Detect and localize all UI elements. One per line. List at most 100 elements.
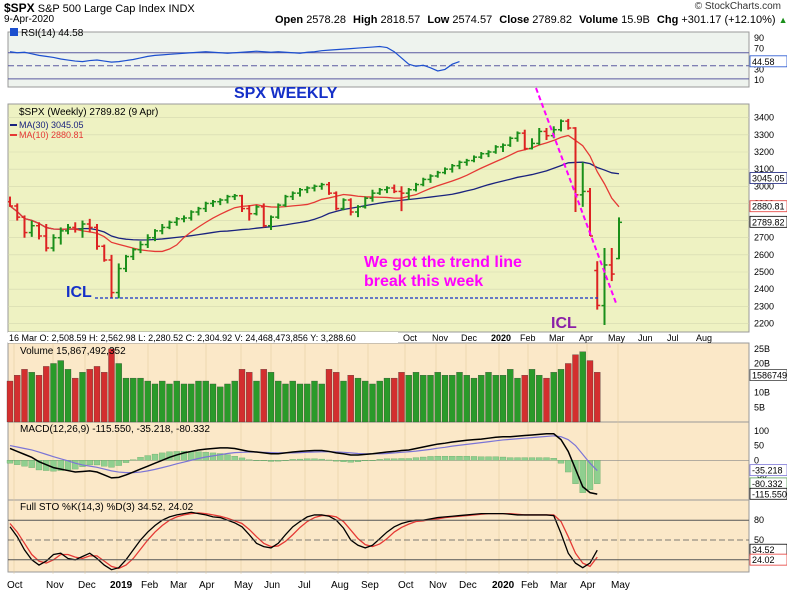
price-bar bbox=[217, 198, 224, 206]
sto-d-tag-text: 24.02 bbox=[752, 555, 775, 565]
price-tick-label: 2500 bbox=[754, 267, 774, 277]
price-bar bbox=[427, 174, 434, 183]
price-bar bbox=[543, 128, 550, 140]
volume-bar bbox=[28, 372, 35, 423]
price-bar bbox=[181, 215, 187, 223]
macd-histogram-bar bbox=[253, 460, 260, 461]
sto-d-tag: 24.02 bbox=[749, 553, 787, 566]
price-bar bbox=[471, 155, 477, 163]
price-bar bbox=[108, 254, 115, 298]
price-bar bbox=[398, 186, 405, 212]
price-bar bbox=[224, 194, 231, 204]
volume-bar bbox=[463, 375, 470, 423]
price-bar bbox=[579, 162, 586, 207]
chg-up-arrow: ▲ bbox=[778, 15, 787, 25]
volume-bar bbox=[565, 363, 572, 423]
volume-bar bbox=[253, 380, 260, 423]
bottom-month-label: Aug bbox=[331, 580, 349, 591]
macd-signal-line bbox=[9, 435, 598, 474]
macd-legend: MACD(12,26,9) -115.550, -35.218, -80.332 bbox=[20, 424, 210, 435]
macd-histogram-bar bbox=[267, 460, 275, 462]
macd-value-tag-box bbox=[749, 487, 787, 500]
chart-header: $SPX S&P 500 Large Cap Index INDX 9-Apr-… bbox=[4, 1, 787, 27]
icl-left-label: ICL bbox=[66, 284, 92, 301]
price-bar bbox=[565, 118, 572, 130]
macd-histogram-bar bbox=[108, 460, 115, 468]
macd-histogram-bar bbox=[572, 460, 579, 484]
bottom-month-label: Nov bbox=[46, 580, 64, 591]
bottom-month-label: Dec bbox=[459, 580, 477, 591]
macd-histogram-bar bbox=[311, 458, 318, 461]
price-tick-label: 2700 bbox=[754, 233, 774, 243]
price-bar bbox=[376, 188, 383, 195]
rsi-tick-label: 30 bbox=[754, 64, 764, 74]
bottom-month-label: Feb bbox=[521, 580, 539, 591]
price-bar bbox=[130, 248, 137, 260]
volume-value-tag-box bbox=[749, 369, 787, 381]
macd-histogram-bar bbox=[362, 460, 369, 462]
volume-value-tag: 15867492352 bbox=[749, 369, 787, 381]
price-bar bbox=[507, 136, 514, 147]
ma10-value-tag-text: 2880.81 bbox=[752, 202, 785, 212]
macd-signal-tag: -35.218 bbox=[749, 464, 787, 477]
macd-histogram-bar bbox=[456, 455, 463, 461]
price-tick-label: 3100 bbox=[754, 164, 774, 174]
macd-histogram-bar bbox=[398, 458, 405, 461]
volume-bar bbox=[101, 372, 108, 423]
volume-bar bbox=[282, 383, 289, 423]
price-bar bbox=[188, 210, 195, 221]
volume-bar bbox=[499, 375, 507, 423]
price-legend-ma10: MA(10) 2880.81 bbox=[19, 130, 84, 140]
price-bar bbox=[86, 218, 93, 233]
bottom-month-label: Oct bbox=[398, 580, 414, 591]
price-bar bbox=[594, 261, 601, 310]
volume-bar bbox=[195, 380, 202, 423]
volume-bar bbox=[246, 372, 253, 423]
price-bar bbox=[43, 224, 50, 252]
ma10-value-tag-box bbox=[749, 200, 787, 213]
volume-bar bbox=[166, 383, 173, 423]
stock-chart: SPX WEEKLY ICL ICL We got the trend line… bbox=[6, 28, 787, 591]
sto-k-tag-text: 34.52 bbox=[752, 545, 775, 555]
macd-histogram-bar bbox=[238, 457, 246, 461]
volume-bar bbox=[86, 369, 93, 423]
price-legend-spx: $SPX (Weekly) 2789.82 (9 Apr) bbox=[19, 107, 158, 118]
bottom-month-label: Sep bbox=[361, 580, 379, 591]
macd-signal-tag-text: -35.218 bbox=[752, 466, 783, 476]
price-panel bbox=[7, 103, 750, 333]
price-bar bbox=[8, 196, 13, 207]
price-bar bbox=[210, 200, 216, 207]
volume-bar bbox=[507, 369, 514, 423]
volume-tick-label: 5B bbox=[754, 402, 765, 412]
sto-d-tag-box bbox=[749, 553, 787, 566]
volume-bar bbox=[521, 375, 528, 423]
macd-histogram-bar bbox=[485, 456, 492, 461]
price-bar bbox=[36, 222, 42, 240]
price-bar bbox=[94, 224, 100, 250]
index-name: S&P 500 Large Cap Index bbox=[37, 3, 166, 15]
macd-histogram-bar bbox=[86, 460, 93, 466]
volume-bar bbox=[188, 383, 195, 423]
macd-histogram-bar bbox=[28, 460, 35, 468]
rsi-tick-label: 70 bbox=[754, 44, 764, 54]
ma30-value-tag: 3045.05 bbox=[749, 172, 787, 184]
price-bar bbox=[173, 217, 180, 226]
ma30-value-tag-text: 3045.05 bbox=[752, 174, 785, 184]
price-bar bbox=[558, 119, 564, 132]
macd-histogram-bar bbox=[550, 458, 557, 461]
price-tick-label: 2400 bbox=[754, 284, 774, 294]
volume-bar bbox=[391, 377, 398, 423]
macd-hist-tag-text: -80.332 bbox=[752, 479, 783, 489]
price-bar bbox=[420, 177, 427, 187]
volume-bar bbox=[289, 380, 296, 423]
macd-histogram-bar bbox=[296, 458, 304, 461]
macd-histogram-bar bbox=[122, 460, 130, 463]
macd-histogram-bar bbox=[354, 460, 362, 462]
close-value: 2789.82 bbox=[532, 14, 573, 26]
price-bar bbox=[536, 128, 543, 146]
macd-histogram-bar bbox=[412, 457, 420, 461]
sto-k-line bbox=[9, 511, 598, 571]
price-bar bbox=[405, 188, 412, 200]
chg-value: +301.17 (+12.10%) bbox=[681, 14, 776, 26]
macd-histogram-bar bbox=[217, 453, 224, 461]
